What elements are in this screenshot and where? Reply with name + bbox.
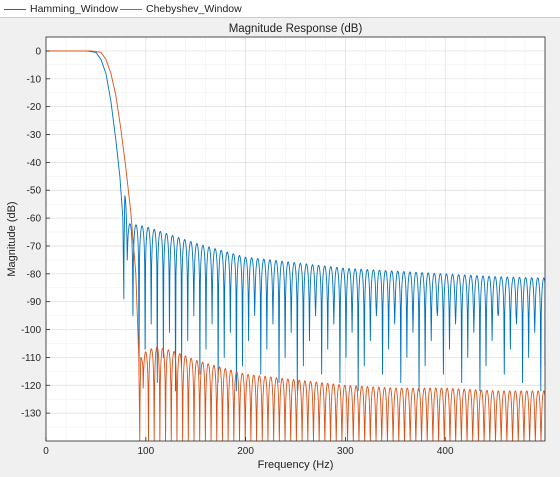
- legend-swatch-hamming: [4, 8, 26, 10]
- legend: Hamming_Window Chebyshev_Window: [0, 0, 560, 18]
- y-ticks: 0 -10 -20 -30 -40 -50 -60 -70 -80 -90 -100 -110 -120…: [21, 46, 50, 420]
- y-axis-label: Magnitude (dB): [6, 201, 18, 276]
- x-tick-label: 400: [437, 446, 454, 457]
- x-tick-label: 0: [43, 446, 49, 457]
- magnitude-response-chart: 0 -10 -20 -30 -40 -50 -60 -70 -80 -90 -100 -110 -120…: [6, 23, 546, 471]
- y-tick-label: -20: [27, 102, 42, 113]
- y-tick-label: -50: [27, 186, 42, 197]
- y-tick-label: -10: [27, 74, 42, 85]
- x-axis-label: Frequency (Hz): [258, 459, 334, 471]
- legend-swatch-chebyshev: [120, 8, 142, 10]
- chart-title: Magnitude Response (dB): [229, 23, 363, 35]
- grid: [45, 37, 545, 441]
- x-tick-label: 300: [337, 446, 354, 457]
- y-tick-label: -60: [27, 214, 42, 225]
- plot-frame: [45, 36, 546, 442]
- y-tick-label: -80: [27, 269, 42, 280]
- y-tick-label: -70: [27, 241, 42, 252]
- x-ticks: 0 100 200 300 400: [43, 437, 454, 457]
- series-layer: [46, 50, 545, 441]
- y-tick-label: -100: [21, 325, 41, 336]
- legend-item-hamming[interactable]: Hamming_Window: [4, 2, 118, 16]
- y-tick-label: -90: [27, 297, 42, 308]
- legend-label-chebyshev: Chebyshev_Window: [146, 3, 242, 15]
- y-tick-label: -130: [21, 409, 41, 420]
- x-tick-label: 200: [237, 446, 254, 457]
- legend-label-hamming: Hamming_Window: [30, 3, 119, 15]
- legend-item-chebyshev[interactable]: Chebyshev_Window: [120, 2, 242, 16]
- y-tick-label: -110: [22, 353, 42, 364]
- series-line-hamming: [46, 50, 545, 392]
- plot-area: [46, 37, 545, 441]
- series-line-chebyshev: [46, 50, 545, 441]
- y-tick-label: 0: [35, 46, 41, 57]
- y-tick-label: -40: [27, 158, 42, 169]
- y-tick-label: -120: [21, 381, 41, 392]
- y-tick-label: -30: [27, 130, 42, 141]
- x-tick-label: 100: [137, 446, 154, 457]
